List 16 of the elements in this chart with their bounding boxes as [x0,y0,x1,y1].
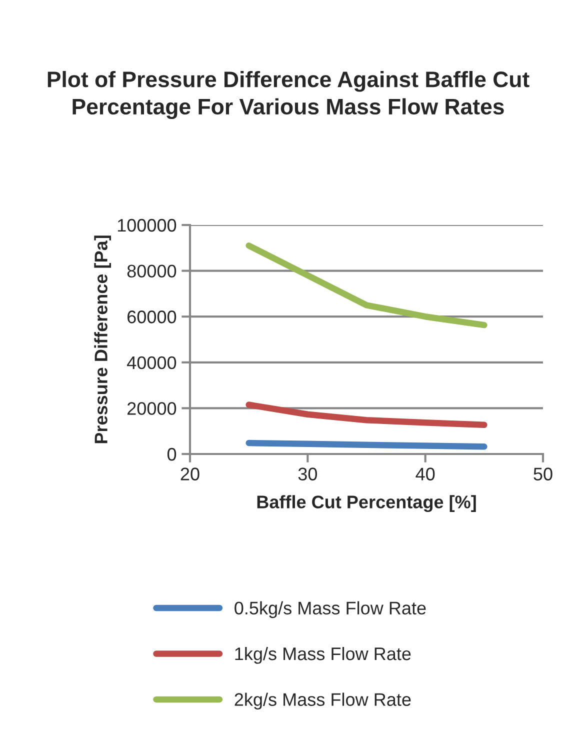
x-tick-label: 40 [416,468,435,480]
y-axis-title: Pressure Difference [Pa] [94,236,112,444]
x-tick-label: 50 [534,468,552,480]
y-tick-label: 20000 [128,402,176,415]
y-tick-label: 0 [167,448,176,461]
y-tick-label: 60000 [128,310,176,324]
x-axis-title: Baffle Cut Percentage [%] [257,495,476,512]
legend-label: 2kg/s Mass Flow Rate [234,692,411,710]
y-tick-label: 80000 [127,264,176,278]
y-tick-label: 100000 [118,218,176,232]
x-tick-label: 30 [298,468,318,480]
chart-title: Plot of Pressure Difference Against Baffle Cut Percentage For Various Mass Flow Rates [48,70,530,120]
legend-label: 1kg/s Mass Flow Rate [235,646,411,664]
x-tick-label: 20 [180,468,200,480]
y-tick-label: 40000 [127,356,176,370]
legend-label: 0.5kg/s Mass Flow Rate [234,601,426,618]
